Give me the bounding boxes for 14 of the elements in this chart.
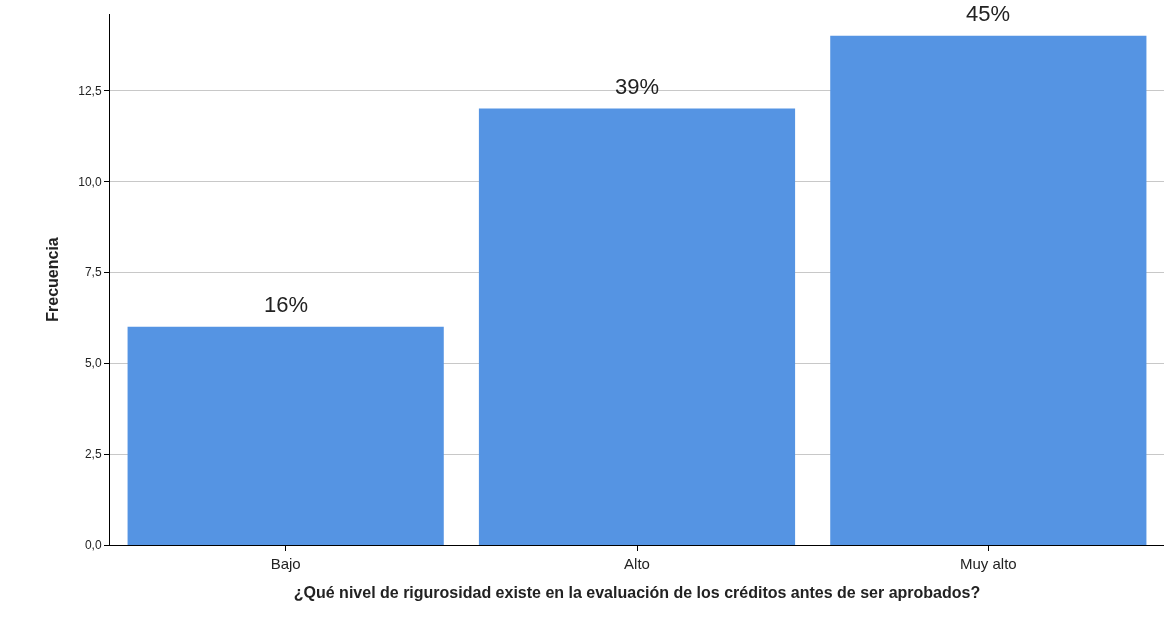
y-axis-title: Frecuencia: [44, 237, 62, 322]
y-tick-label: 7,5: [84, 265, 102, 280]
annotation: 16%: [264, 292, 309, 317]
x-tick-label: Alto: [624, 555, 650, 572]
y-tick-label: 5,0: [84, 356, 102, 371]
x-axis-title: ¿Qué nivel de rigurosidad existe en la evaluación de los créditos antes de ser aprobados?: [293, 583, 981, 601]
y-tick-label: 2,5: [84, 447, 102, 462]
annotation: 45%: [966, 1, 1011, 26]
y-tick-label: 10,0: [78, 174, 102, 189]
x-tick-label: Bajo: [270, 555, 301, 572]
y-tick-label: 0,0: [84, 538, 102, 553]
x-tick-label: Muy alto: [959, 555, 1017, 572]
annotation: 39%: [615, 74, 660, 99]
y-tick-label: 12,5: [78, 83, 102, 98]
